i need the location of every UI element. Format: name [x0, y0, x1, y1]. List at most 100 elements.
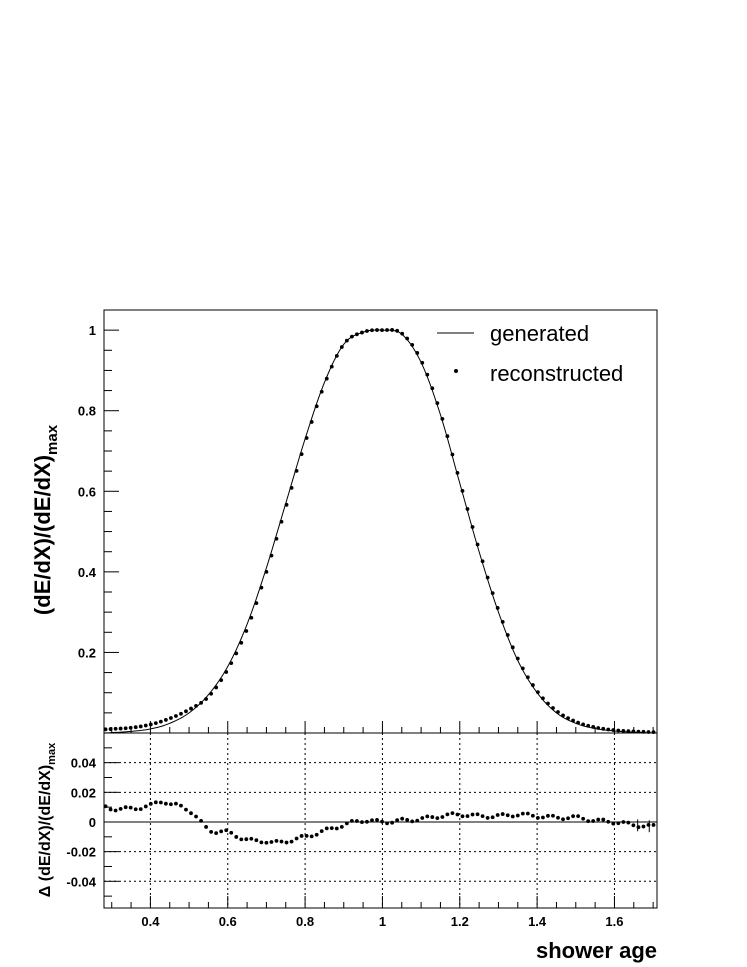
reconstructed-point	[143, 723, 148, 728]
reconstructed-point	[148, 722, 153, 727]
reconstructed-point	[475, 542, 480, 547]
residual-point	[425, 814, 430, 819]
residual-point	[566, 816, 570, 821]
reconstructed-point	[108, 727, 113, 731]
residual-point	[546, 813, 550, 818]
residual-point	[400, 816, 405, 821]
reconstructed-point	[113, 726, 118, 731]
reconstructed-point	[616, 728, 621, 733]
residual-point	[646, 822, 651, 827]
residual-point	[259, 840, 264, 845]
residual-point	[349, 819, 354, 823]
residual-point	[465, 814, 470, 819]
residual-point	[475, 812, 480, 817]
residual-point	[204, 825, 208, 829]
residual-point	[631, 823, 636, 828]
reconstructed-point	[153, 721, 158, 726]
reconstructed-point	[440, 417, 445, 421]
residual-point	[445, 812, 450, 817]
residual-ylabel: Δ (dE/dX)/(dE/dX)max	[37, 742, 58, 897]
residual-point	[133, 807, 138, 812]
reconstructed-point	[425, 372, 430, 377]
main-panel-tick-labels: 0.2 0.4 0.6 0.8 1	[78, 323, 97, 660]
reconstructed-point	[264, 569, 269, 574]
reconstructed-point	[455, 470, 460, 475]
residual-point	[339, 824, 344, 829]
reconstructed-point	[495, 606, 500, 610]
reconstructed-point	[576, 720, 581, 725]
residual-point	[365, 819, 369, 824]
reconstructed-point	[420, 360, 425, 365]
legend-reconstructed-marker	[454, 369, 458, 373]
reconstructed-point	[551, 706, 555, 710]
residual-point	[500, 812, 505, 816]
residual-point	[495, 813, 500, 817]
residual-point	[470, 812, 475, 817]
reconstructed-point	[103, 727, 108, 732]
residual-point	[194, 814, 198, 819]
reconstructed-point	[530, 683, 535, 687]
residual-xtick-label: 0.8	[296, 914, 314, 929]
residual-xtick-label: 1	[379, 914, 386, 929]
residual-point	[284, 840, 289, 845]
residual-point	[420, 816, 425, 820]
reconstructed-point	[158, 719, 163, 724]
reconstructed-point	[269, 553, 274, 558]
residual-point	[138, 807, 143, 811]
reconstructed-point	[505, 633, 510, 637]
reconstructed-point	[571, 718, 575, 723]
reconstructed-point	[561, 713, 565, 718]
residual-point	[390, 820, 394, 825]
reconstructed-markers	[103, 328, 656, 735]
residual-point	[163, 801, 168, 806]
residual-point	[525, 811, 530, 816]
residual-point	[294, 836, 299, 841]
legend-generated-label: generated	[490, 321, 589, 346]
residual-point	[108, 807, 113, 812]
reconstructed-point	[128, 725, 133, 730]
reconstructed-point	[199, 700, 203, 705]
residual-point	[304, 833, 309, 838]
residual-point	[636, 825, 641, 830]
reconstructed-point	[319, 389, 324, 394]
residual-point	[591, 819, 596, 823]
reconstructed-point	[375, 328, 379, 332]
residual-point	[626, 820, 631, 825]
residual-tick-labels: -0.04 -0.02 0 0.02 0.04 0.4 0.6 0.8 1 1.2 1.4 1.6	[66, 756, 623, 929]
reconstructed-point	[344, 338, 349, 343]
residual-ylabel-sub: max	[46, 742, 58, 765]
residual-point	[535, 815, 540, 820]
residual-point	[515, 813, 520, 818]
residual-point	[219, 829, 224, 834]
residual-point	[460, 814, 465, 819]
residual-point	[541, 815, 545, 820]
reconstructed-point	[219, 678, 224, 683]
reconstructed-point	[254, 601, 259, 606]
residual-point	[415, 818, 420, 823]
reconstructed-point	[133, 725, 138, 730]
reconstructed-point	[289, 485, 294, 490]
residual-point	[128, 805, 133, 810]
reconstructed-point	[274, 536, 279, 541]
main-ytick-label: 0.8	[78, 404, 96, 419]
residual-point	[179, 803, 183, 808]
reconstructed-point	[626, 729, 631, 734]
reconstructed-point	[179, 711, 183, 716]
residual-point	[586, 819, 591, 824]
reconstructed-point	[385, 328, 389, 332]
reconstructed-point	[515, 656, 520, 661]
residual-point	[641, 824, 646, 829]
reconstructed-point	[390, 328, 394, 332]
reconstructed-point	[174, 714, 178, 718]
residual-xtick-label: 1.4	[528, 914, 547, 929]
residual-point	[430, 815, 435, 819]
residual-point	[254, 838, 259, 843]
residual-point	[274, 839, 279, 843]
residual-point	[324, 826, 329, 831]
reconstructed-point	[234, 651, 239, 656]
reconstructed-point	[314, 404, 319, 409]
residual-point	[153, 800, 158, 805]
residual-point	[616, 821, 621, 826]
residual-point	[113, 808, 118, 813]
residual-point	[385, 821, 389, 826]
